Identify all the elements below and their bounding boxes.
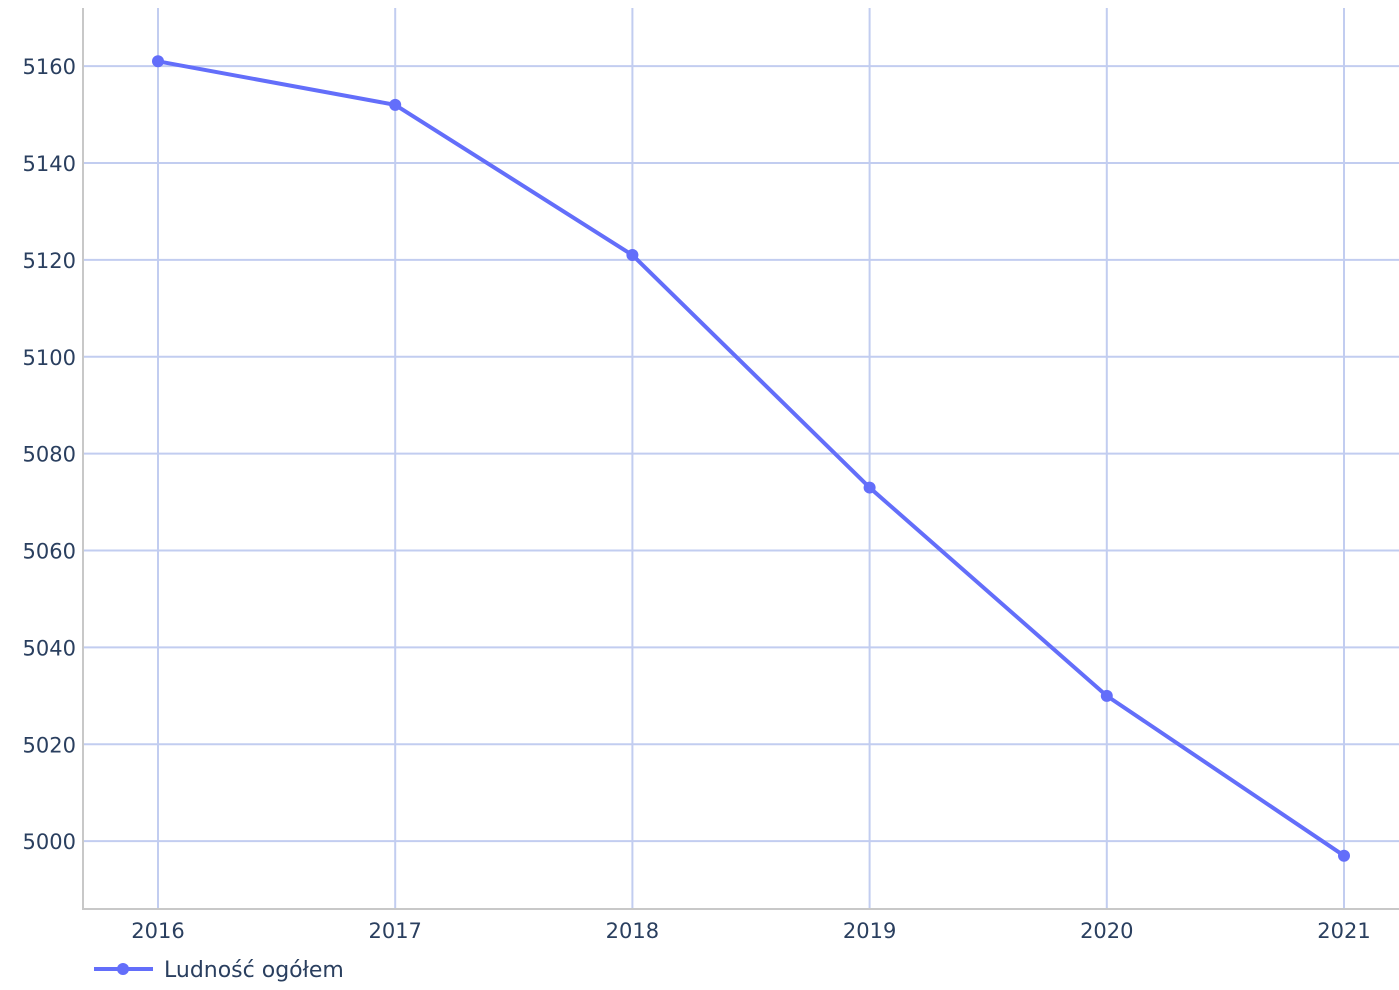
tick-labels: 5000 5020 5040 5060 5080 5100 5120 5140 5160 2016… <box>23 55 1371 943</box>
data-point-2021[interactable] <box>1338 849 1350 862</box>
y-tick-label: 5060 <box>23 540 76 564</box>
y-tick-label: 5040 <box>23 636 76 660</box>
series-line <box>157 59 1346 858</box>
y-tick-label: 5140 <box>23 152 76 176</box>
x-tick-label: 2017 <box>368 919 421 943</box>
legend[interactable]: Ludność ogółem <box>94 958 344 983</box>
grid-lines <box>83 8 1399 909</box>
x-tick-label: 2021 <box>1317 919 1370 943</box>
data-point-2016[interactable] <box>152 55 164 68</box>
data-point-2020[interactable] <box>1100 689 1113 702</box>
y-tick-label: 5080 <box>23 443 76 467</box>
x-tick-label: 2016 <box>131 919 184 943</box>
y-tick-label: 5120 <box>23 249 76 273</box>
data-point-2018[interactable] <box>626 249 639 262</box>
axes <box>82 8 1399 910</box>
legend-marker-swatch <box>117 963 129 975</box>
legend-label-ludnosc-ogolem: Ludność ogółem <box>164 958 344 983</box>
y-tick-label: 5100 <box>23 346 76 370</box>
y-tick-label: 5160 <box>23 55 76 79</box>
y-tick-label: 5020 <box>23 733 76 757</box>
x-tick-label: 2018 <box>606 919 659 943</box>
data-point-2017[interactable] <box>389 98 402 111</box>
x-tick-label: 2019 <box>843 919 896 943</box>
data-point-2019[interactable] <box>863 481 876 494</box>
series-plot <box>152 55 1350 862</box>
x-tick-label: 2020 <box>1080 919 1133 943</box>
y-tick-label: 5000 <box>23 830 76 854</box>
